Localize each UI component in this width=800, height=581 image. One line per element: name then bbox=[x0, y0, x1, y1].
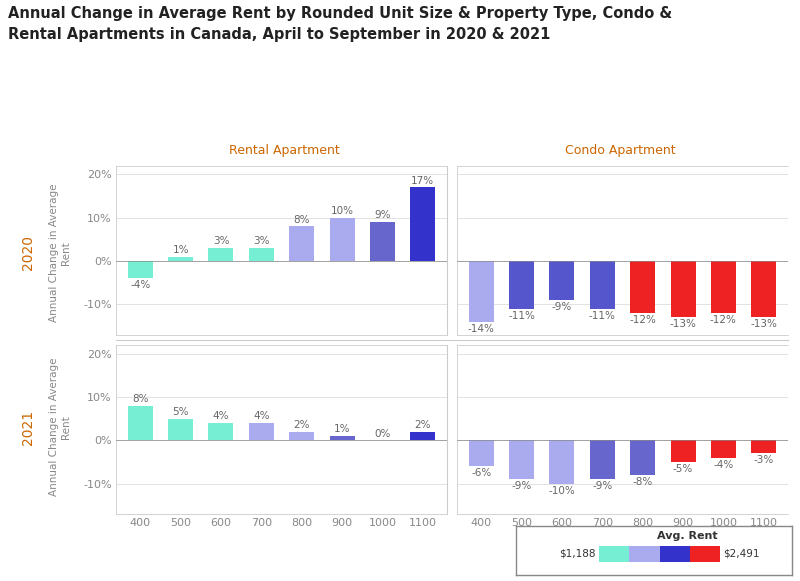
Text: -14%: -14% bbox=[468, 324, 494, 333]
Bar bbox=[209, 248, 234, 261]
Text: -10%: -10% bbox=[549, 486, 575, 496]
Text: 3%: 3% bbox=[213, 236, 230, 246]
Text: 2%: 2% bbox=[294, 420, 310, 430]
Text: Avg. Rent: Avg. Rent bbox=[657, 531, 718, 541]
Text: 0%: 0% bbox=[374, 429, 390, 439]
Bar bbox=[330, 218, 354, 261]
Bar bbox=[751, 261, 776, 317]
Text: 8%: 8% bbox=[132, 394, 149, 404]
Text: 10%: 10% bbox=[330, 206, 354, 216]
Bar bbox=[550, 261, 574, 300]
Text: Annual Change in Average Rent by Rounded Unit Size & Property Type, Condo &
Rent: Annual Change in Average Rent by Rounded… bbox=[8, 6, 672, 42]
Bar bbox=[751, 440, 776, 453]
Bar bbox=[168, 257, 193, 261]
Text: -13%: -13% bbox=[670, 319, 697, 329]
Text: 2%: 2% bbox=[414, 420, 431, 430]
Text: Condo Apartment: Condo Apartment bbox=[565, 144, 675, 157]
Text: -9%: -9% bbox=[511, 481, 532, 491]
Text: -12%: -12% bbox=[630, 315, 656, 325]
Bar bbox=[370, 222, 395, 261]
Bar bbox=[128, 261, 153, 278]
Text: -6%: -6% bbox=[471, 468, 491, 478]
Text: 8%: 8% bbox=[294, 214, 310, 225]
Text: 1%: 1% bbox=[172, 245, 189, 255]
Bar bbox=[168, 419, 193, 440]
Bar bbox=[249, 423, 274, 440]
Bar bbox=[289, 432, 314, 440]
Bar bbox=[630, 261, 655, 313]
Text: 5%: 5% bbox=[172, 407, 189, 417]
Bar bbox=[509, 440, 534, 479]
Bar bbox=[330, 436, 354, 440]
Text: -12%: -12% bbox=[710, 315, 737, 325]
Text: -11%: -11% bbox=[589, 310, 616, 321]
Text: -4%: -4% bbox=[130, 280, 150, 290]
Bar bbox=[509, 261, 534, 309]
Text: 9%: 9% bbox=[374, 210, 390, 220]
Text: $1,188: $1,188 bbox=[559, 549, 596, 559]
Bar bbox=[550, 440, 574, 484]
Text: -11%: -11% bbox=[508, 310, 535, 321]
Bar bbox=[670, 440, 695, 462]
Bar bbox=[598, 546, 629, 562]
Text: -13%: -13% bbox=[750, 319, 778, 329]
Text: 2021: 2021 bbox=[21, 410, 35, 444]
Text: 1%: 1% bbox=[334, 424, 350, 435]
Text: -4%: -4% bbox=[714, 460, 734, 469]
Bar bbox=[469, 261, 494, 322]
Text: Annual Change in Average
Rent: Annual Change in Average Rent bbox=[50, 184, 71, 322]
Text: -5%: -5% bbox=[673, 464, 693, 474]
Text: -9%: -9% bbox=[552, 302, 572, 312]
Text: -8%: -8% bbox=[633, 477, 653, 487]
Bar bbox=[630, 440, 655, 475]
Text: 17%: 17% bbox=[411, 175, 434, 185]
Bar bbox=[410, 187, 435, 261]
Text: 3%: 3% bbox=[253, 236, 270, 246]
Text: 2020: 2020 bbox=[21, 235, 35, 270]
Bar bbox=[590, 261, 615, 309]
Bar bbox=[670, 261, 695, 317]
Bar bbox=[469, 440, 494, 467]
Text: 4%: 4% bbox=[213, 411, 230, 421]
Text: 4%: 4% bbox=[253, 411, 270, 421]
Text: Annual Change in Average
Rent: Annual Change in Average Rent bbox=[50, 358, 71, 496]
Bar bbox=[410, 432, 435, 440]
Bar bbox=[659, 546, 690, 562]
Bar bbox=[209, 423, 234, 440]
Bar bbox=[711, 261, 736, 313]
Bar bbox=[629, 546, 659, 562]
Bar bbox=[289, 227, 314, 261]
Text: $2,491: $2,491 bbox=[723, 549, 759, 559]
Bar bbox=[711, 440, 736, 458]
Bar bbox=[590, 440, 615, 479]
Text: Rental Apartment: Rental Apartment bbox=[229, 144, 339, 157]
Bar bbox=[690, 546, 720, 562]
Bar bbox=[249, 248, 274, 261]
Text: -3%: -3% bbox=[754, 455, 774, 465]
Text: -9%: -9% bbox=[592, 481, 613, 491]
Bar bbox=[128, 406, 153, 440]
